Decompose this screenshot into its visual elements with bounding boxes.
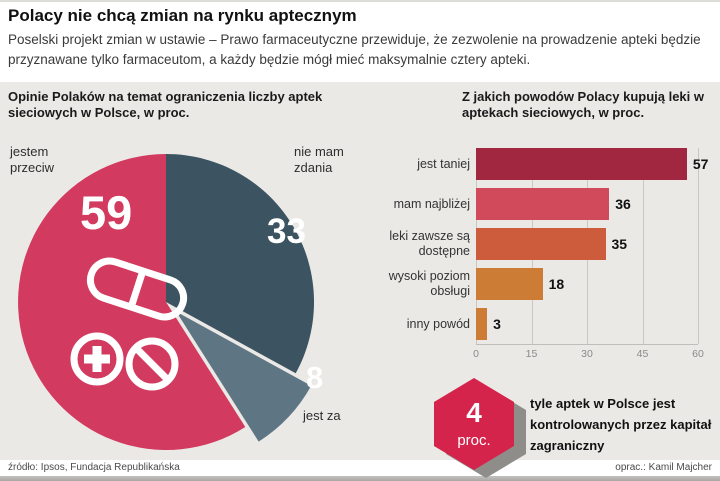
x-tick-label: 30 <box>581 348 593 360</box>
pie-chart <box>18 154 315 450</box>
bottom-bar <box>0 476 720 481</box>
source-note: źródło: Ipsos, Fundacja Republikańska <box>8 462 180 473</box>
pie-label-nie-mam-zdania: nie mam zdania <box>294 144 344 176</box>
pie-slice-nie-mam-zdania <box>166 154 315 374</box>
hexagon-badge: 4 proc. <box>434 378 538 481</box>
pie-value-8: 8 <box>306 360 324 395</box>
bar <box>476 188 610 220</box>
bar <box>476 228 606 260</box>
bar-value: 18 <box>548 276 565 292</box>
bar-chart-title: Z jakich powodów Polacy kupują leki w ap… <box>462 89 704 121</box>
page-title: Polacy nie chcą zmian na rynku aptecznym <box>8 6 357 25</box>
no-sign-icon <box>125 337 179 391</box>
hexagon-shape <box>434 378 514 470</box>
pie-slice-jest-za <box>176 311 312 442</box>
bar-label: jest taniej <box>417 156 470 171</box>
lead-text: Poselski projekt zmian w ustawie – Prawo… <box>8 32 701 68</box>
bar-label: inny powód <box>406 316 470 331</box>
bar <box>476 148 687 180</box>
badge-unit: proc. <box>457 432 490 449</box>
bar-value: 35 <box>611 236 628 252</box>
bar-label: wysoki poziom obsługi <box>388 269 470 298</box>
bar <box>476 308 488 340</box>
pie-chart-title: Opinie Polaków na temat ograniczenia lic… <box>8 89 323 121</box>
bar-value: 36 <box>615 196 631 212</box>
bar-row: leki zawsze są dostępne 35 <box>388 228 712 260</box>
plus-circle-icon <box>70 332 124 386</box>
bar-label: leki zawsze są dostępne <box>389 229 470 258</box>
gridline <box>642 148 644 344</box>
x-axis-line <box>476 344 698 345</box>
bar-label: mam najbliżej <box>393 196 470 211</box>
bar-row: mam najbliżej 36 <box>388 188 712 220</box>
bar <box>476 268 543 300</box>
bar-value: 57 <box>692 156 709 172</box>
x-tick-label: 15 <box>525 348 538 360</box>
pie-label-jest-za: jest za <box>303 408 341 423</box>
pie-value-59: 59 <box>80 186 133 239</box>
bar-row: jest taniej 57 <box>388 148 712 180</box>
credit-note: oprac.: Kamil Majcher <box>615 462 712 473</box>
gridline <box>698 148 699 344</box>
x-tick-label: 60 <box>692 348 704 360</box>
bar-row: wysoki poziom obsługi 18 <box>388 268 712 300</box>
x-tick-label: 0 <box>473 348 479 360</box>
bar-row: inny powód 3 <box>388 308 712 340</box>
pie-label-jestem-przeciw: jestem przeciw <box>10 144 55 176</box>
capsule-icon <box>86 257 188 321</box>
badge-text: tyle aptek w Polsce jest kontrolowanych … <box>530 396 712 453</box>
bar-value: 3 <box>493 316 501 332</box>
pie-value-33: 33 <box>267 212 306 251</box>
badge-value: 4 <box>466 397 482 428</box>
bar-chart: jest taniej 57 mam najbliżej 36 leki zawsze … <box>388 148 712 368</box>
x-tick-label: 45 <box>636 348 649 360</box>
